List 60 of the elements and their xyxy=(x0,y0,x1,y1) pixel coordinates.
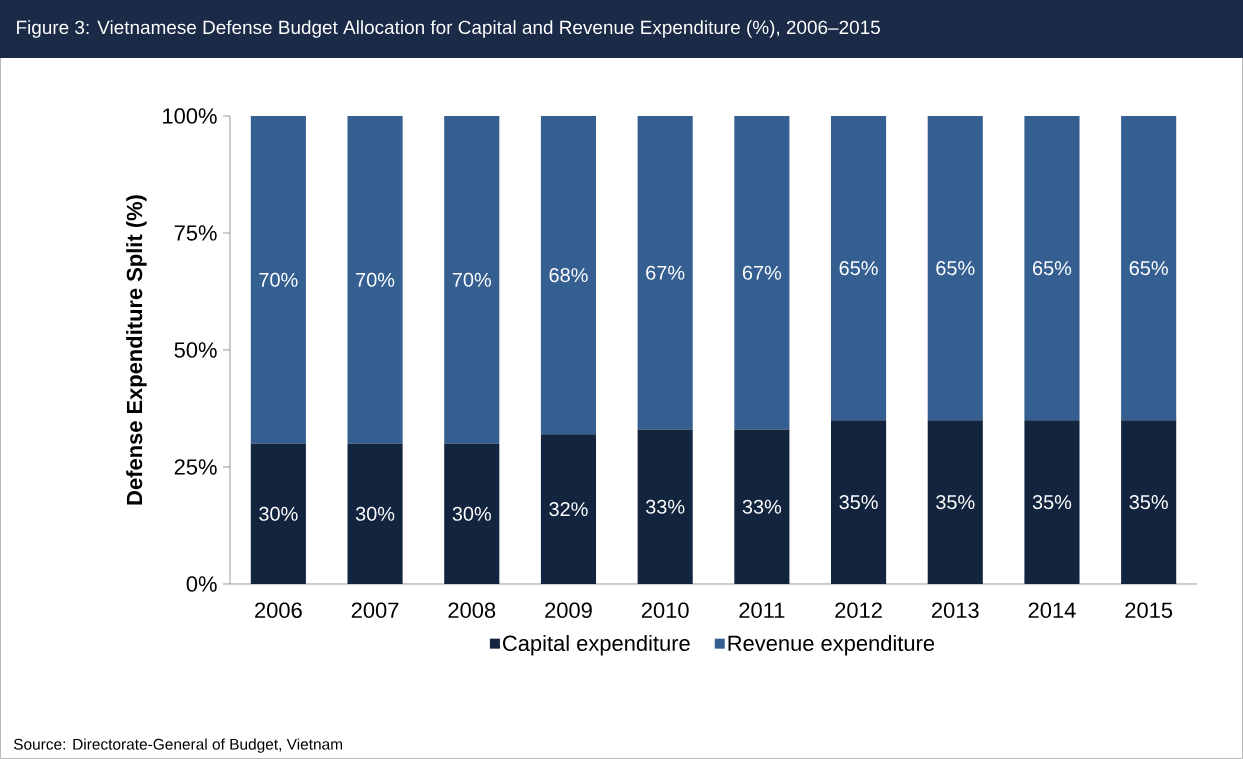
bar xyxy=(734,429,790,584)
y-tick-label: 0% xyxy=(186,576,217,592)
x-tick-label: 2010 xyxy=(641,602,689,619)
data-label: 35% xyxy=(936,495,975,510)
y-tick-label: 25% xyxy=(174,459,217,475)
bar xyxy=(1024,115,1080,421)
legend-label: Revenue expenditure xyxy=(728,634,935,656)
data-label: 30% xyxy=(355,506,395,521)
bar xyxy=(831,115,887,421)
data-label: 30% xyxy=(452,506,491,521)
bar xyxy=(250,443,306,584)
data-label: 35% xyxy=(1032,495,1072,510)
chart-title: Figure 3: Vietnamese Defense Budget Allocation for Capital and Revenue Expenditure (%), 2006–2015 xyxy=(17,20,880,38)
y-tick-label: 75% xyxy=(174,225,217,241)
x-tick-label: 2006 xyxy=(255,602,302,619)
y-tick-label: 100% xyxy=(163,108,217,124)
x-tick-label: 2011 xyxy=(739,602,785,619)
data-label: 65% xyxy=(839,261,878,276)
bar xyxy=(927,420,983,584)
bar xyxy=(1024,420,1080,584)
y-tick-label: 50% xyxy=(174,342,217,358)
bar xyxy=(444,443,500,584)
data-label: 32% xyxy=(549,502,588,517)
source-note: Source: Directorate-General of Budget, Vietnam xyxy=(13,738,343,753)
legend-label: Capital expenditure xyxy=(503,634,690,656)
data-label: 65% xyxy=(1033,261,1072,276)
data-label: 70% xyxy=(452,272,491,287)
bar xyxy=(637,429,693,584)
data-label: 35% xyxy=(1129,495,1168,510)
bar xyxy=(927,115,983,421)
bar xyxy=(1121,115,1177,421)
x-tick-label: 2008 xyxy=(448,602,496,619)
x-tick-label: 2012 xyxy=(835,602,882,619)
x-tick-label: 2007 xyxy=(351,602,399,619)
data-label: 68% xyxy=(549,268,588,283)
y-axis-title: Defense Expenditure Split (%) xyxy=(126,195,147,505)
data-label: 70% xyxy=(259,272,298,287)
data-label: 70% xyxy=(356,272,395,287)
bar xyxy=(831,420,887,584)
bar xyxy=(347,115,403,444)
x-tick-label: 2009 xyxy=(545,602,592,619)
bar xyxy=(540,115,597,435)
bar xyxy=(347,443,403,584)
bar xyxy=(734,115,790,430)
bar xyxy=(1121,420,1177,584)
bar xyxy=(250,115,306,444)
data-label: 67% xyxy=(646,265,685,280)
bar xyxy=(444,115,500,444)
bar xyxy=(540,434,597,584)
data-label: 35% xyxy=(839,495,878,510)
bar xyxy=(637,115,693,430)
data-label: 30% xyxy=(259,506,298,521)
data-label: 65% xyxy=(936,261,975,276)
x-tick-label: 2015 xyxy=(1125,602,1173,619)
data-label: 33% xyxy=(742,499,782,514)
data-label: 65% xyxy=(1129,261,1168,276)
x-tick-label: 2014 xyxy=(1028,602,1076,619)
data-label: 67% xyxy=(742,265,782,280)
x-tick-label: 2013 xyxy=(931,602,979,619)
data-label: 33% xyxy=(645,499,685,514)
